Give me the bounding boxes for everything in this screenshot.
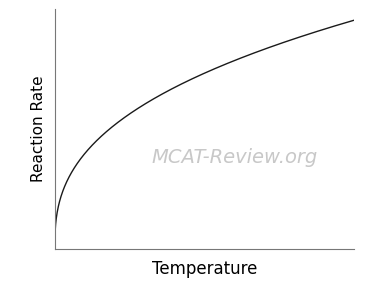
X-axis label: Temperature: Temperature bbox=[152, 260, 257, 278]
Text: MCAT-Review.org: MCAT-Review.org bbox=[151, 148, 318, 167]
Y-axis label: Reaction Rate: Reaction Rate bbox=[31, 76, 46, 182]
